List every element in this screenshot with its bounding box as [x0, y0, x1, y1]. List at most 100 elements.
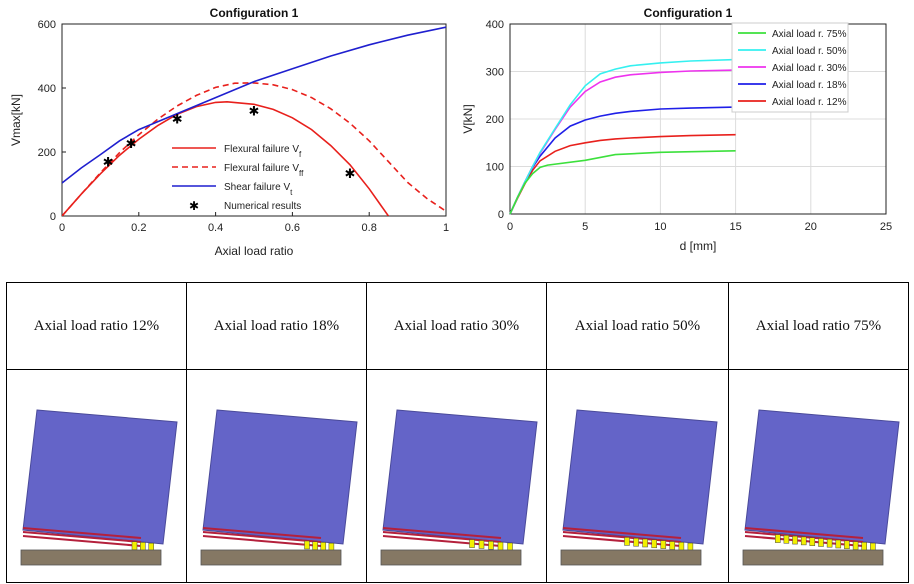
x-tick-label: 0	[507, 221, 513, 233]
y-axis-label: Vmax[kN]	[9, 94, 23, 146]
panel-label-row: Axial load ratio 12% Axial load ratio 18…	[6, 282, 909, 370]
x-axis-label: Axial load ratio	[215, 244, 294, 258]
panel-label-1: Axial load ratio 12%	[6, 282, 187, 370]
left-chart: Configuration 1 Axial load ratio Vmax[kN] 0…	[9, 6, 449, 258]
wall	[562, 409, 718, 545]
panel-image-row	[6, 369, 909, 583]
wall	[202, 409, 358, 545]
chart-title: Configuration 1	[210, 6, 299, 20]
base-slab	[742, 549, 884, 566]
base-slab	[20, 549, 162, 566]
series-line	[509, 58, 736, 215]
numerical-result-point: ✱	[126, 136, 137, 151]
rebar	[562, 531, 682, 543]
crack-marker	[497, 541, 504, 551]
rebar	[22, 531, 142, 543]
y-tick-label: 400	[38, 83, 56, 95]
legend-label: Axial load r. 75%	[772, 29, 847, 40]
crack-marker	[818, 538, 824, 547]
wall	[744, 409, 900, 545]
crack-marker	[852, 541, 859, 550]
x-tick-label: 1	[443, 222, 449, 234]
crack-marker	[844, 540, 850, 550]
x-tick-label: 0.2	[131, 222, 146, 234]
panel-label-4: Axial load ratio 50%	[546, 282, 729, 370]
x-tick-label: 5	[582, 221, 588, 233]
panel-image-2	[186, 369, 367, 583]
crack-marker	[809, 537, 816, 546]
legend-label: Axial load r. 18%	[772, 80, 847, 91]
crack-marker	[651, 539, 657, 549]
panel-table: Axial load ratio 12% Axial load ratio 18…	[6, 282, 909, 583]
deformed-wall-figure	[20, 409, 178, 566]
plot-area	[61, 23, 447, 217]
series-line	[509, 150, 736, 215]
plot-frame	[509, 23, 887, 215]
crack-marker	[320, 542, 327, 551]
crack-marker	[624, 537, 630, 546]
series-line-0	[62, 100, 390, 216]
rebar	[22, 527, 142, 539]
y-tick-label: 0	[50, 211, 56, 223]
panel-image-3	[366, 369, 547, 583]
crack-marker	[633, 537, 639, 547]
crack-marker	[792, 535, 798, 545]
crack-marker	[669, 541, 676, 550]
base-slab	[200, 549, 342, 566]
x-tick-label: 25	[880, 221, 892, 233]
right-chart: Configuration 1 d [mm] V[kN] 0 5 10 15 20 25 0 100…	[461, 6, 892, 253]
x-tick-label: 0	[59, 222, 65, 234]
panel-label-5: Axial load ratio 75%	[728, 282, 909, 370]
rebar	[202, 535, 322, 547]
crack-marker	[861, 542, 867, 551]
numerical-result-point: ✱	[249, 103, 260, 118]
crack-marker	[835, 539, 842, 549]
rebar	[22, 535, 142, 547]
panel-image-1	[6, 369, 187, 583]
x-axis-label: d [mm]	[680, 239, 717, 253]
crack-marker	[826, 538, 833, 548]
y-axis-label: V[kN]	[461, 104, 475, 133]
y-tick-label: 400	[486, 19, 504, 31]
legend-label: Flexural failure Vff	[224, 163, 304, 178]
chart-title: Configuration 1	[644, 6, 733, 20]
y-tick-label: 600	[38, 19, 56, 31]
crack-marker	[642, 538, 648, 548]
crack-marker	[469, 539, 475, 548]
legend-label: Axial load r. 30%	[772, 63, 847, 74]
legend-label: Flexural failure Vf	[224, 144, 302, 159]
x-tick-label: 15	[729, 221, 741, 233]
crack-marker	[660, 540, 667, 549]
crack-marker	[775, 534, 781, 543]
y-tick-label: 200	[486, 114, 504, 126]
wall	[382, 409, 538, 545]
deformed-wall-figure	[200, 409, 358, 566]
crack-marker	[800, 536, 807, 546]
base-slab	[380, 549, 522, 566]
panel-image-5	[728, 369, 909, 583]
series-line-2	[62, 26, 446, 184]
y-tick-label: 300	[486, 67, 504, 79]
crack-marker	[678, 542, 685, 551]
deformed-wall-figure	[560, 409, 718, 566]
rebar	[744, 527, 864, 539]
x-tick-label: 0.4	[208, 222, 223, 234]
panel-label-2: Axial load ratio 18%	[186, 282, 367, 370]
legend-marker: ✱	[189, 199, 199, 213]
crack-marker	[312, 541, 318, 550]
legend-label: Shear failure Vt	[224, 182, 293, 197]
rebar	[202, 527, 322, 539]
crack-marker	[140, 542, 146, 551]
x-tick-label: 0.8	[362, 222, 377, 234]
panel-label-3: Axial load ratio 30%	[366, 282, 547, 370]
legend-label: Axial load r. 50%	[772, 46, 847, 57]
panel-image-4	[546, 369, 729, 583]
crack-marker	[478, 540, 485, 549]
rebar	[382, 527, 502, 539]
x-tick-label: 20	[805, 221, 817, 233]
y-tick-label: 100	[486, 162, 504, 174]
crack-marker	[304, 540, 310, 550]
numerical-result-point: ✱	[172, 111, 183, 126]
crack-marker	[131, 541, 138, 550]
legend-label: Numerical results	[224, 201, 301, 212]
